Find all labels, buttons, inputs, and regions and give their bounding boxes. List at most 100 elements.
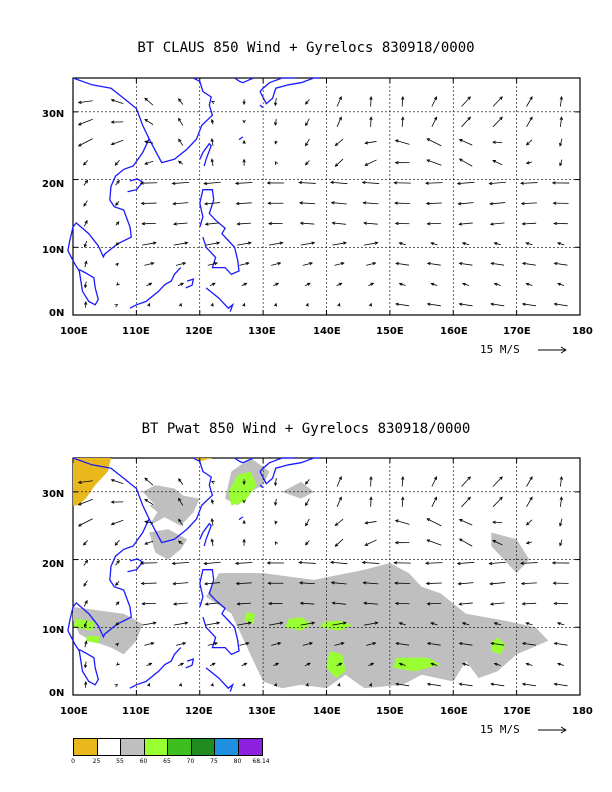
wind-vector — [144, 499, 154, 505]
wind-vector-head — [309, 262, 314, 266]
wind-vector-head — [299, 581, 303, 585]
wind-vector-head — [304, 541, 309, 546]
wind-vector-head — [398, 622, 403, 626]
wind-vector-head — [178, 98, 182, 102]
wind-vector — [172, 181, 190, 184]
wind-vector-head — [114, 304, 119, 308]
wind-vector — [300, 222, 315, 225]
wind-vector — [175, 642, 186, 646]
top-coastline — [199, 189, 240, 276]
wind-vector — [146, 282, 152, 287]
top-coastline — [148, 77, 214, 164]
wind-vector — [426, 582, 442, 584]
wind-vector-head — [395, 682, 399, 686]
wind-vector-head — [84, 260, 88, 265]
wind-vector — [305, 118, 310, 126]
wind-vector-head — [492, 520, 496, 524]
wind-vector-head — [77, 523, 82, 527]
wind-vector-head — [426, 539, 431, 543]
wind-vector — [274, 478, 277, 486]
wind-vector-head — [242, 139, 246, 144]
wind-vector-head — [369, 116, 373, 121]
wind-vector-head — [338, 662, 343, 666]
wind-vector — [399, 242, 406, 246]
wind-vector-head — [279, 241, 284, 245]
wind-vector-head — [210, 517, 214, 522]
wind-vector-head — [77, 100, 82, 104]
wind-vector — [522, 683, 536, 687]
wind-vector — [84, 620, 88, 628]
wind-vector-head — [395, 641, 400, 646]
wind-vector-head — [84, 219, 88, 224]
wind-vector-head — [458, 158, 463, 162]
wind-vector — [173, 602, 188, 605]
wind-vector-head — [361, 180, 366, 185]
wind-vector-head — [116, 559, 120, 564]
wind-vector-head — [369, 95, 373, 100]
wind-vector — [144, 97, 154, 106]
wind-vector-head — [426, 602, 431, 606]
wind-vector — [491, 262, 505, 266]
wind-vector-head — [340, 642, 345, 646]
wind-vector-head — [458, 139, 463, 143]
wind-vector-head — [305, 522, 309, 527]
wind-vector-head — [298, 560, 303, 565]
wind-vector-head — [395, 302, 399, 306]
wind-vector-head — [304, 161, 309, 166]
wind-vector — [241, 282, 247, 287]
wind-vector-head — [144, 118, 149, 123]
bottom-lat-label: 0N — [49, 688, 65, 699]
wind-vector-head — [144, 140, 149, 144]
wind-vector — [173, 222, 188, 225]
wind-vector — [554, 683, 568, 687]
wind-vector — [401, 497, 404, 507]
bottom-reference-vector-head — [560, 726, 567, 734]
wind-vector-head — [458, 302, 463, 306]
wind-vector — [173, 622, 188, 626]
wind-vector-head — [178, 117, 182, 122]
wind-vector-head — [490, 302, 494, 306]
wind-vector — [115, 560, 120, 566]
wind-vector — [273, 282, 279, 287]
colorbar-swatch — [237, 738, 263, 756]
wind-vector-head — [493, 282, 498, 286]
wind-vector-head — [277, 262, 282, 266]
wind-vector-head — [83, 623, 87, 628]
wind-vector — [305, 498, 310, 506]
bottom-lon-label: 170E — [503, 706, 531, 717]
wind-vector-head — [521, 602, 526, 606]
wind-vector-head — [147, 302, 151, 307]
pwat-region-60-65 — [85, 635, 100, 644]
wind-vector — [494, 622, 501, 626]
colorbar-swatch — [214, 738, 239, 756]
wind-vector-head — [394, 541, 399, 545]
wind-vector — [521, 182, 538, 184]
wind-vector — [399, 663, 406, 666]
wind-vector-head — [433, 476, 438, 480]
wind-vector — [526, 117, 533, 128]
wind-vector — [492, 160, 503, 166]
wind-vector-head — [334, 522, 339, 527]
wind-vector — [83, 600, 88, 607]
wind-vector — [557, 663, 565, 666]
wind-vector-head — [299, 201, 303, 205]
wind-vector — [84, 661, 87, 668]
wind-vector-head — [330, 201, 335, 205]
wind-vector — [363, 242, 378, 246]
wind-vector — [274, 498, 277, 506]
wind-vector-head — [492, 540, 496, 544]
wind-vector-head — [426, 138, 431, 142]
wind-vector-head — [150, 262, 155, 266]
wind-vector-head — [461, 622, 466, 626]
wind-vector — [304, 662, 311, 667]
wind-vector-head — [329, 180, 334, 185]
wind-vector-head — [521, 682, 526, 686]
wind-vector — [78, 100, 93, 104]
wind-vector-head — [364, 141, 369, 145]
bottom-lon-label: 180 — [572, 706, 593, 717]
wind-vector-head — [331, 221, 336, 225]
wind-vector — [521, 582, 537, 585]
wind-vector — [302, 642, 313, 646]
wind-vector — [459, 303, 473, 307]
